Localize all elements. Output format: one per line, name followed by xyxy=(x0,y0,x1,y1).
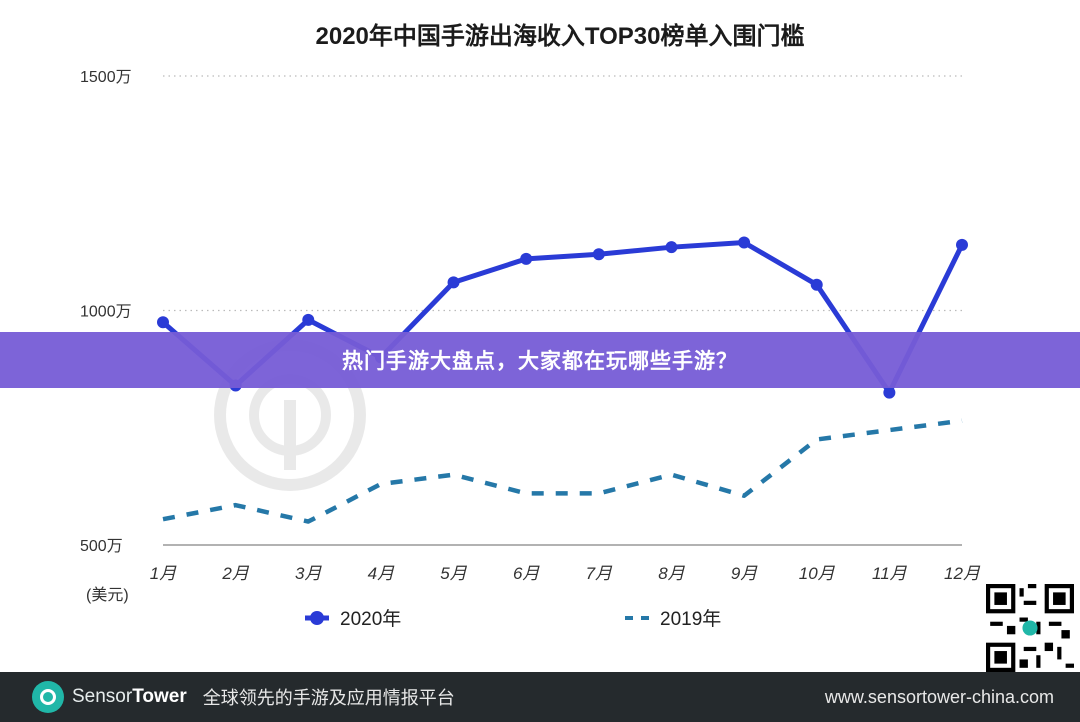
y-axis-unit-label: (美元) xyxy=(86,586,129,604)
series-layer xyxy=(157,236,968,524)
legend-marker xyxy=(310,611,324,625)
banner-text: 热门手游大盘点，大家都在玩哪些手游？ xyxy=(342,350,738,373)
x-tick-label: 7月 xyxy=(586,564,613,583)
qr-code xyxy=(986,584,1074,672)
footer-bar: SensorTower 全球领先的手游及应用情报平台 www.sensortow… xyxy=(0,672,1080,722)
grid-lines xyxy=(163,75,962,546)
x-tick-label: 6月 xyxy=(513,564,540,583)
y-tick-label: 1000万 xyxy=(80,304,132,321)
data-point xyxy=(883,386,896,399)
data-point xyxy=(592,248,605,261)
x-axis: 1月 2月 3月 4月 5月 6月 7月 8月 9月 10月 11月 12月 xyxy=(150,564,981,583)
sensortower-logo-icon xyxy=(32,681,64,713)
title-banner: 热门手游大盘点，大家都在玩哪些手游？ xyxy=(0,332,1080,388)
footer-brand: SensorTower xyxy=(72,686,187,707)
x-tick-label: 2月 xyxy=(221,564,249,583)
qr-code-icon xyxy=(986,584,1074,672)
data-point xyxy=(665,241,678,254)
data-point xyxy=(302,313,315,326)
chart-title: 2020年中国手游出海收入TOP30榜单入围门槛 xyxy=(316,22,805,50)
data-point xyxy=(738,236,751,249)
data-point xyxy=(810,278,823,291)
data-point xyxy=(956,238,968,251)
y-tick-label: 500万 xyxy=(80,538,123,555)
series-line xyxy=(162,418,963,524)
footer-url[interactable]: www.sensortower-china.com xyxy=(824,686,1054,707)
legend-label: 2019年 xyxy=(660,608,721,630)
x-tick-label: 1月 xyxy=(150,564,177,583)
data-point xyxy=(157,316,169,329)
x-tick-label: 11月 xyxy=(872,564,908,583)
y-axis: 500万 1000万 1500万 xyxy=(80,69,132,555)
x-tick-label: 12月 xyxy=(944,564,981,583)
legend-label: 2020年 xyxy=(340,608,401,630)
x-tick-label: 5月 xyxy=(440,564,467,583)
legend: 2020年 2019年 xyxy=(305,608,721,630)
x-tick-label: 4月 xyxy=(368,564,395,583)
x-tick-label: 8月 xyxy=(658,564,685,583)
series-line xyxy=(161,239,965,396)
data-point xyxy=(447,276,460,289)
y-tick-label: 1500万 xyxy=(80,69,132,86)
x-tick-label: 9月 xyxy=(731,564,758,583)
footer-slogan: 全球领先的手游及应用情报平台 xyxy=(202,688,455,708)
x-tick-label: 10月 xyxy=(799,564,836,583)
data-point xyxy=(520,252,533,265)
x-tick-label: 3月 xyxy=(295,564,322,583)
